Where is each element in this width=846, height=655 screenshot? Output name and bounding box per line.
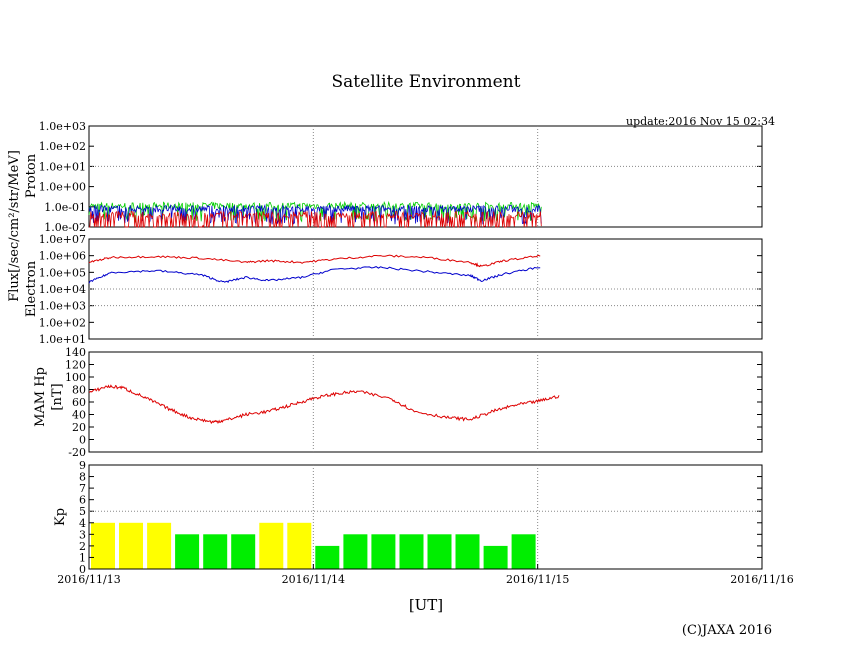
kp-ylabel: Kp bbox=[53, 508, 68, 526]
mam-hp-ytick-label: 100 bbox=[65, 371, 86, 384]
proton-panel: 1.0e+03 1.0e+02 1.0e+01 1.0e+00 1.0e-01 1.0e-… bbox=[39, 120, 763, 234]
kp-bar bbox=[119, 522, 143, 569]
proton-ylabel: Proton bbox=[24, 153, 39, 198]
copyright-text: (C)JAXA 2016 bbox=[682, 623, 772, 638]
kp-bar bbox=[91, 522, 115, 569]
mam-hp-ytick-label: 80 bbox=[72, 384, 86, 397]
x-tick-label: 2016/11/15 bbox=[506, 573, 569, 586]
kp-ytick-label: 8 bbox=[79, 471, 86, 484]
flux-shared-ylabel: Flux[/sec/cm²/str/MeV] bbox=[7, 150, 22, 302]
kp-bar bbox=[259, 522, 284, 569]
kp-ytick-label: 4 bbox=[79, 517, 86, 530]
proton-series-line bbox=[89, 210, 542, 229]
kp-bar bbox=[287, 522, 312, 569]
mam-hp-ytick-label: 20 bbox=[72, 421, 86, 434]
kp-ytick-label: 2 bbox=[79, 540, 86, 553]
mam-hp-unit-label: [nT] bbox=[50, 383, 65, 410]
electron-ytick-label: 1.0e+04 bbox=[39, 283, 86, 296]
proton-series-line bbox=[88, 200, 542, 223]
electron-series-line bbox=[88, 254, 541, 268]
kp-bar bbox=[147, 522, 172, 569]
mam-hp-series-line bbox=[88, 384, 560, 425]
kp-bar bbox=[371, 534, 396, 569]
electron-ytick-label: 1.0e+03 bbox=[39, 300, 86, 313]
kp-bar bbox=[315, 545, 340, 569]
proton-ytick-label: 1.0e+01 bbox=[39, 160, 86, 173]
kp-ytick-label: 5 bbox=[79, 505, 86, 518]
mam-hp-ytick-label: 0 bbox=[79, 434, 86, 447]
electron-series-line bbox=[88, 266, 541, 284]
electron-ytick-label: 1.0e+06 bbox=[39, 250, 86, 263]
electron-ytick-label: 1.0e+05 bbox=[39, 266, 86, 279]
kp-bar bbox=[175, 534, 200, 569]
proton-series-line bbox=[88, 203, 542, 225]
x-tick-label: 2016/11/14 bbox=[282, 573, 345, 586]
proton-ytick-label: 1.0e+00 bbox=[39, 181, 86, 194]
mam-hp-ytick-label: 40 bbox=[72, 409, 86, 422]
mam-hp-ytick-label: 60 bbox=[72, 396, 86, 409]
kp-ytick-label: 7 bbox=[79, 482, 86, 495]
x-tick-label: 2016/11/13 bbox=[57, 573, 120, 586]
kp-ytick-label: 1 bbox=[79, 551, 86, 564]
proton-ytick-label: 1.0e-01 bbox=[44, 201, 86, 214]
kp-bar bbox=[203, 534, 228, 569]
mam-hp-frame bbox=[88, 351, 763, 453]
x-axis: 2016/11/13 2016/11/14 2016/11/15 2016/11/16 bbox=[57, 564, 794, 586]
kp-bar bbox=[399, 534, 424, 569]
electron-ytick-label: 1.0e+02 bbox=[39, 316, 86, 329]
chart-title: Satellite Environment bbox=[332, 72, 521, 92]
kp-ytick-label: 3 bbox=[79, 528, 86, 541]
kp-bar bbox=[483, 545, 508, 569]
update-timestamp: update:2016 Nov 15 02:34 bbox=[626, 115, 775, 128]
kp-bar bbox=[455, 534, 480, 569]
kp-bar bbox=[427, 534, 452, 569]
electron-ylabel: Electron bbox=[24, 260, 39, 317]
mam-hp-ylabel: MAM Hp bbox=[33, 367, 48, 427]
electron-ytick-label: 1.0e+01 bbox=[39, 333, 86, 346]
kp-bar bbox=[231, 534, 256, 569]
kp-ytick-label: 9 bbox=[79, 459, 86, 472]
kp-bar bbox=[511, 534, 536, 569]
kp-ytick-label: 0 bbox=[79, 563, 86, 576]
electron-panel: 1.0e+07 1.0e+06 1.0e+05 1.0e+04 1.0e+03 1.0e+… bbox=[39, 233, 763, 346]
proton-ytick-label: 1.0e-02 bbox=[44, 221, 86, 234]
kp-ytick-label: 6 bbox=[79, 494, 86, 507]
proton-ytick-label: 1.0e+02 bbox=[39, 140, 86, 153]
electron-ytick-label: 1.0e+07 bbox=[39, 233, 86, 246]
x-axis-label: [UT] bbox=[409, 596, 443, 614]
kp-bar bbox=[343, 534, 368, 569]
kp-frame bbox=[88, 464, 763, 570]
x-tick-label: 2016/11/16 bbox=[730, 573, 793, 586]
mam-hp-ytick-label: 140 bbox=[65, 346, 86, 359]
proton-ytick-label: 1.0e+03 bbox=[39, 120, 86, 133]
mam-hp-ytick-label: 120 bbox=[65, 359, 86, 372]
mam-hp-ytick-label: -20 bbox=[68, 446, 86, 459]
